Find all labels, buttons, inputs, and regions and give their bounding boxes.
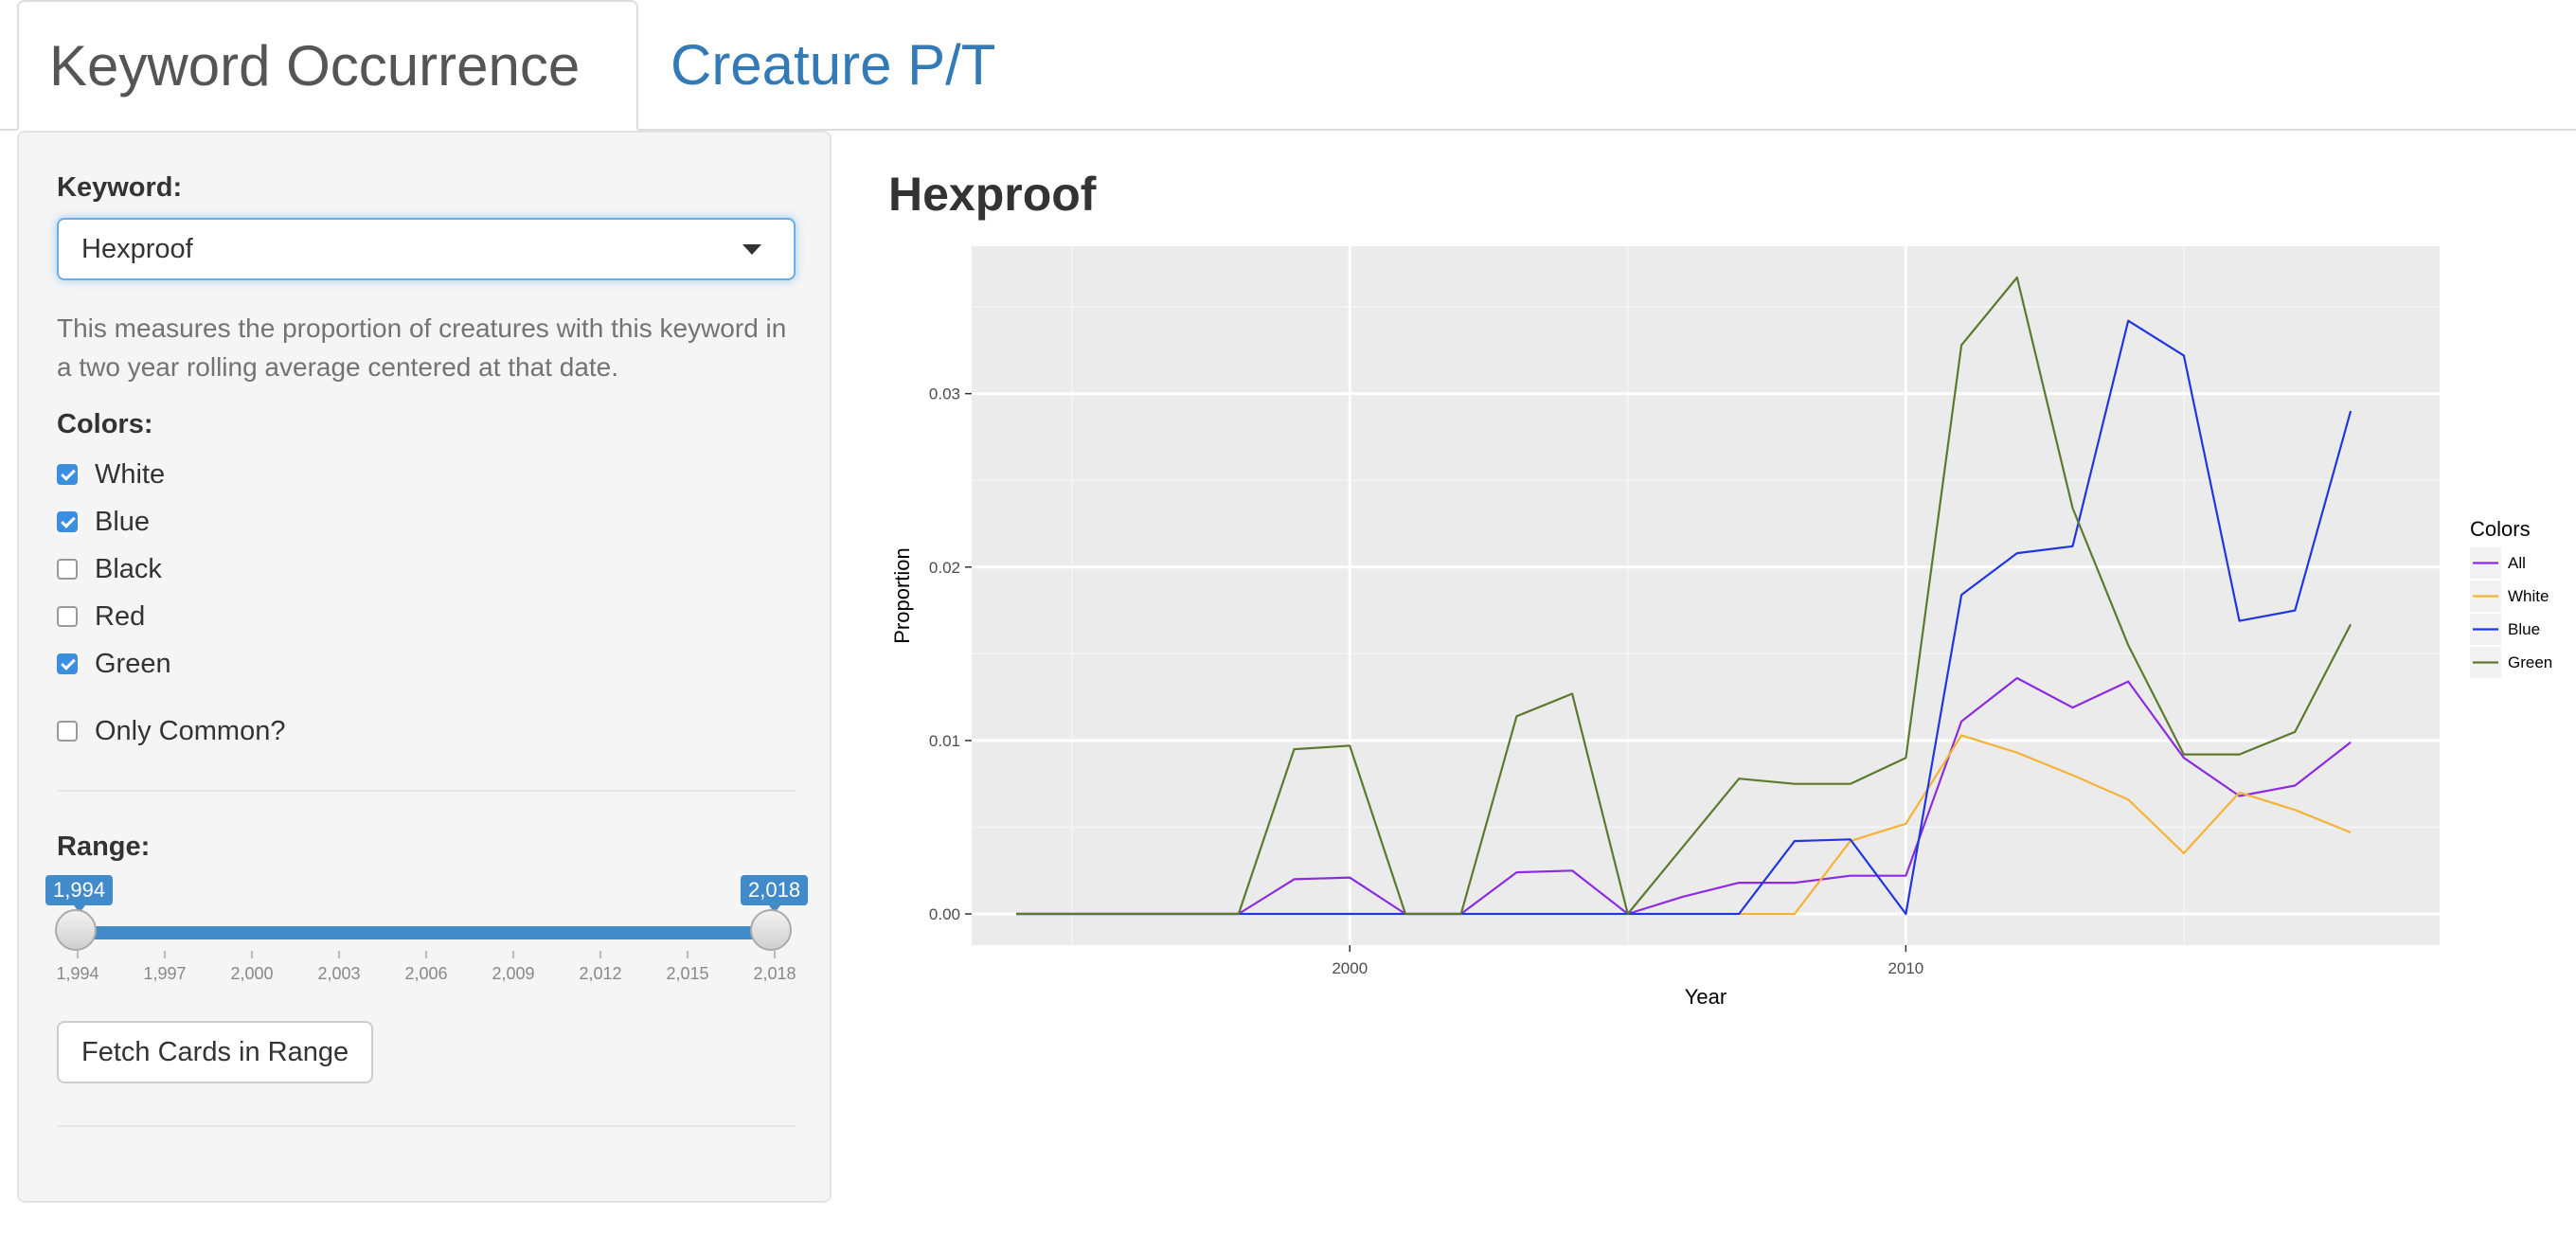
color-label-blue: Blue	[95, 506, 151, 537]
help-text: This measures the proportion of creature…	[57, 313, 787, 382]
color-label-red: Red	[95, 600, 146, 632]
legend-title: Colors	[2470, 517, 2531, 541]
keyword-select-value: Hexproof	[81, 234, 193, 264]
checkbox-unchecked-icon[interactable]	[57, 721, 78, 742]
range-from-badge: 1,994	[45, 875, 114, 913]
y-axis-title: Proportion	[890, 547, 914, 644]
range-slider-from-handle[interactable]	[55, 909, 97, 951]
only-common-label: Only Common?	[95, 715, 286, 746]
slider-grid-label: 2,006	[404, 964, 448, 983]
range-slider-to-handle[interactable]	[750, 909, 792, 951]
tab-bar: Keyword Occurrence Creature P/T	[0, 0, 2576, 131]
color-checkbox-white[interactable]: White	[57, 456, 165, 493]
legend-entry-blue: Blue	[2508, 620, 2540, 638]
slider-grid-label: 1,994	[56, 964, 99, 983]
slider-grid-label: 2,003	[317, 964, 361, 983]
slider-grid-tick	[774, 951, 776, 958]
y-tick-label: 0.01	[929, 732, 960, 750]
plot-panel	[972, 246, 2440, 945]
range-to-badge: 2,018	[741, 875, 809, 913]
checkbox-checked-icon[interactable]	[57, 653, 78, 674]
checkbox-checked-icon[interactable]	[57, 464, 78, 485]
series-line-green	[1016, 276, 2352, 916]
x-axis-title: Year	[1685, 985, 1726, 1009]
checkbox-unchecked-icon[interactable]	[57, 606, 78, 627]
range-slider-track[interactable]	[76, 926, 777, 939]
tab-keyword-occurrence-label: Keyword Occurrence	[49, 33, 581, 98]
series-line-white	[1739, 734, 2352, 916]
chevron-down-icon	[742, 244, 761, 255]
slider-grid-tick	[251, 951, 253, 958]
slider-grid-label: 2,015	[666, 964, 709, 983]
x-tick-label: 2010	[1887, 959, 1923, 977]
color-label-black: Black	[95, 553, 162, 584]
checkbox-checked-icon[interactable]	[57, 511, 78, 532]
legend-entry-all: All	[2508, 554, 2526, 572]
grid-minor	[972, 246, 2440, 945]
slider-grid-tick	[338, 951, 340, 958]
color-checkbox-black[interactable]: Black	[57, 550, 162, 588]
color-label-white: White	[95, 458, 166, 490]
keyword-label: Keyword:	[57, 172, 183, 203]
slider-grid-tick	[425, 951, 427, 958]
keyword-select[interactable]: Hexproof	[57, 218, 796, 280]
legend-entry-white: White	[2508, 587, 2549, 605]
legend-entry-green: Green	[2508, 653, 2552, 671]
sidebar-panel: Keyword: Hexproof This measures the prop…	[17, 131, 832, 1203]
tab-creature-pt-label: Creature P/T	[671, 32, 996, 97]
tab-creature-pt[interactable]: Creature P/T	[638, 0, 995, 129]
slider-grid-tick	[164, 951, 166, 958]
slider-grid-tick	[77, 951, 79, 958]
plot-title: Hexproof	[888, 168, 1097, 221]
slider-grid-label: 2,018	[753, 964, 796, 983]
color-checkbox-green[interactable]: Green	[57, 645, 171, 683]
range-label: Range:	[57, 832, 151, 862]
tab-keyword-occurrence[interactable]: Keyword Occurrence	[17, 0, 638, 131]
checkbox-unchecked-icon[interactable]	[57, 559, 78, 580]
color-checkbox-red[interactable]: Red	[57, 598, 145, 635]
slider-grid-label: 2,000	[230, 964, 274, 983]
slider-grid-label: 2,009	[492, 964, 535, 983]
y-tick-label: 0.00	[929, 905, 960, 923]
slider-grid-tick	[687, 951, 689, 958]
fetch-cards-button[interactable]: Fetch Cards in Range	[57, 1021, 374, 1083]
x-tick-label: 2000	[1332, 959, 1368, 977]
keyword-line-chart: 2000 2010 0.00 0.01 0.02 0.03 Year Proportion…	[890, 246, 2552, 1009]
divider	[57, 790, 796, 792]
slider-grid-tick	[599, 951, 601, 958]
only-common-checkbox[interactable]: Only Common?	[57, 712, 285, 750]
slider-grid-label: 2,012	[579, 964, 622, 983]
legend: Colors All White Blue Green	[2470, 517, 2552, 678]
y-tick-label: 0.03	[929, 385, 960, 403]
color-label-green: Green	[95, 648, 171, 679]
color-checkbox-blue[interactable]: Blue	[57, 503, 150, 541]
series-lines	[1016, 276, 2352, 916]
slider-grid-tick	[512, 951, 514, 958]
y-tick-label: 0.02	[929, 559, 960, 577]
slider-grid-label: 1,997	[143, 964, 187, 983]
axis-ticks: 2000 2010 0.00 0.01 0.02 0.03	[929, 385, 1923, 977]
divider	[57, 1125, 796, 1127]
colors-label: Colors:	[57, 409, 153, 439]
